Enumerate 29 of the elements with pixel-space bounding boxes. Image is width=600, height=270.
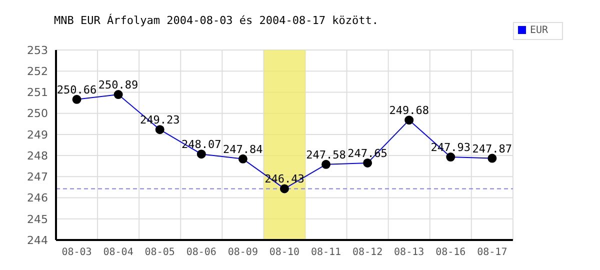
x-tick-label: 08-17 xyxy=(477,247,508,258)
x-tick-label: 08-06 xyxy=(186,247,216,258)
y-tick-label: 251 xyxy=(27,86,48,100)
x-tick-label: 08-03 xyxy=(62,247,92,258)
x-tick-label: 08-10 xyxy=(269,247,300,258)
x-tick-label: 08-09 xyxy=(228,247,258,258)
y-tick-label: 246 xyxy=(27,192,48,205)
data-label: 250.66 xyxy=(56,83,97,96)
y-tick-label: 249 xyxy=(27,128,48,142)
y-tick-label: 253 xyxy=(27,44,48,57)
chart-title: MNB EUR Árfolyam 2004-08-03 és 2004-08-17 között. xyxy=(54,14,379,27)
y-tick-label: 250 xyxy=(27,107,48,120)
x-tick-label: 08-11 xyxy=(310,247,342,258)
x-tick-label: 08-16 xyxy=(436,247,466,258)
x-tick-label: 08-04 xyxy=(103,247,134,258)
y-tick-label: 244 xyxy=(27,234,48,247)
data-label: 247.87 xyxy=(472,142,512,156)
y-tick-label: 247 xyxy=(27,170,48,184)
data-label: 247.58 xyxy=(306,148,346,162)
data-label: 249.68 xyxy=(389,104,429,118)
x-tick-label: 08-05 xyxy=(144,247,175,258)
y-tick-label: 252 xyxy=(27,65,48,78)
y-tick-label: 245 xyxy=(27,212,48,226)
x-tick-label: 08-12 xyxy=(352,247,383,258)
data-label: 250.89 xyxy=(98,78,138,92)
y-tick-label: 248 xyxy=(27,149,48,162)
data-label: 247.84 xyxy=(223,142,264,156)
x-tick-label: 08-13 xyxy=(394,247,424,258)
legend-label: EUR xyxy=(530,25,548,36)
